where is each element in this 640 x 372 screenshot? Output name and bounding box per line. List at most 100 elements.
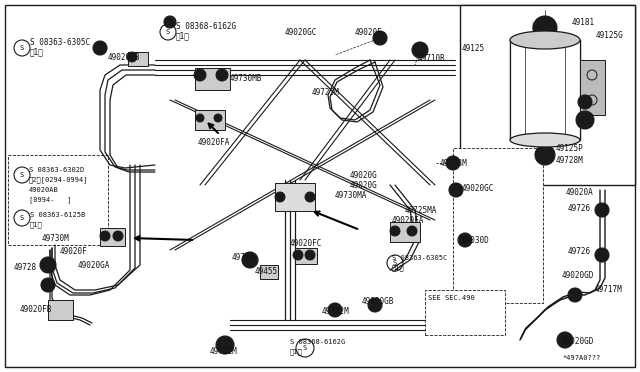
Circle shape bbox=[458, 233, 472, 247]
Bar bbox=[128, 52, 148, 66]
Text: 49181: 49181 bbox=[572, 17, 595, 26]
Text: S: S bbox=[20, 45, 24, 51]
Bar bbox=[275, 183, 315, 211]
Text: 49717M: 49717M bbox=[595, 285, 623, 295]
Text: S 08363-6302D: S 08363-6302D bbox=[29, 167, 84, 173]
Circle shape bbox=[328, 303, 342, 317]
Text: 49125G: 49125G bbox=[596, 31, 624, 39]
Circle shape bbox=[41, 278, 55, 292]
Text: 49730M: 49730M bbox=[42, 234, 70, 243]
Text: （1）: （1） bbox=[392, 265, 404, 271]
Text: *497A0???: *497A0??? bbox=[562, 355, 600, 361]
Text: 49725MA: 49725MA bbox=[405, 205, 437, 215]
Bar bbox=[195, 68, 230, 90]
Circle shape bbox=[373, 31, 387, 45]
Circle shape bbox=[113, 231, 123, 241]
Text: 49020F: 49020F bbox=[60, 247, 88, 257]
Circle shape bbox=[407, 226, 417, 236]
Text: S 08368-6162G: S 08368-6162G bbox=[290, 339, 345, 345]
Circle shape bbox=[390, 226, 400, 236]
Text: 49730MA: 49730MA bbox=[335, 190, 367, 199]
Text: 49020GC: 49020GC bbox=[462, 183, 494, 192]
Circle shape bbox=[275, 192, 285, 202]
Text: 49020FB: 49020FB bbox=[20, 305, 52, 314]
Text: 49020FA: 49020FA bbox=[392, 215, 424, 224]
Bar bbox=[453, 148, 543, 303]
Bar bbox=[8, 155, 108, 245]
Circle shape bbox=[412, 42, 428, 58]
Circle shape bbox=[535, 145, 555, 165]
Text: 49723M: 49723M bbox=[440, 158, 468, 167]
Circle shape bbox=[368, 298, 382, 312]
Bar bbox=[510, 40, 580, 140]
Circle shape bbox=[40, 257, 56, 273]
Circle shape bbox=[216, 336, 234, 354]
Text: 49020GB: 49020GB bbox=[362, 298, 394, 307]
Text: 49125: 49125 bbox=[462, 44, 485, 52]
Circle shape bbox=[595, 203, 609, 217]
Text: 49732M: 49732M bbox=[322, 308, 349, 317]
Circle shape bbox=[164, 16, 176, 28]
Text: 49726: 49726 bbox=[568, 203, 591, 212]
Text: 49020GC: 49020GC bbox=[285, 28, 317, 36]
Text: 49020G: 49020G bbox=[350, 180, 378, 189]
Text: 49020GA: 49020GA bbox=[78, 260, 110, 269]
Circle shape bbox=[214, 114, 222, 122]
Text: 49020A: 49020A bbox=[566, 187, 594, 196]
Text: 49020G: 49020G bbox=[350, 170, 378, 180]
Text: 49726: 49726 bbox=[568, 247, 591, 257]
Text: 49761: 49761 bbox=[232, 253, 255, 263]
Circle shape bbox=[446, 156, 460, 170]
Text: S: S bbox=[166, 29, 170, 35]
Ellipse shape bbox=[510, 31, 580, 49]
Text: 49455: 49455 bbox=[255, 267, 278, 276]
Text: 49730MB: 49730MB bbox=[230, 74, 262, 83]
Text: 49722M: 49722M bbox=[210, 347, 237, 356]
Text: 49020FC: 49020FC bbox=[290, 240, 323, 248]
Text: S: S bbox=[303, 345, 307, 351]
Text: 49728: 49728 bbox=[14, 263, 37, 273]
Ellipse shape bbox=[510, 133, 580, 147]
Bar bbox=[260, 265, 278, 279]
Circle shape bbox=[293, 250, 303, 260]
Text: S 08368-6162G: S 08368-6162G bbox=[176, 22, 236, 31]
Circle shape bbox=[576, 111, 594, 129]
Text: 49728M: 49728M bbox=[556, 155, 584, 164]
Text: S: S bbox=[20, 215, 24, 221]
Circle shape bbox=[242, 252, 258, 268]
Text: 49725M: 49725M bbox=[312, 87, 340, 96]
Bar bbox=[390, 222, 420, 242]
Text: 49020FA: 49020FA bbox=[198, 138, 230, 147]
Circle shape bbox=[216, 69, 228, 81]
Text: 49030D: 49030D bbox=[462, 235, 490, 244]
Bar bbox=[48, 300, 73, 320]
Circle shape bbox=[100, 231, 110, 241]
Text: 49710R: 49710R bbox=[418, 54, 445, 62]
Text: 49020AB: 49020AB bbox=[29, 187, 59, 193]
Circle shape bbox=[449, 183, 463, 197]
Circle shape bbox=[127, 52, 137, 62]
Text: 49020GD: 49020GD bbox=[562, 337, 595, 346]
Text: [0994-   ]: [0994- ] bbox=[29, 197, 72, 203]
Circle shape bbox=[578, 95, 592, 109]
Bar bbox=[295, 248, 317, 264]
Text: S 08363-6305C: S 08363-6305C bbox=[392, 255, 447, 261]
Circle shape bbox=[194, 69, 206, 81]
Text: S: S bbox=[20, 172, 24, 178]
Text: SEE SEC.490: SEE SEC.490 bbox=[428, 295, 475, 301]
Bar bbox=[460, 5, 635, 185]
Circle shape bbox=[568, 288, 582, 302]
Circle shape bbox=[557, 332, 573, 348]
Text: S 08363-6125B: S 08363-6125B bbox=[30, 212, 85, 218]
Text: （1）: （1） bbox=[30, 222, 43, 228]
Text: （1）: （1） bbox=[30, 48, 44, 57]
Text: 49020GD: 49020GD bbox=[562, 270, 595, 279]
Text: （1）: （1） bbox=[176, 32, 190, 41]
Bar bbox=[580, 60, 605, 115]
Circle shape bbox=[93, 41, 107, 55]
Circle shape bbox=[305, 192, 315, 202]
Text: 49020E: 49020E bbox=[355, 28, 383, 36]
Bar bbox=[425, 290, 505, 335]
Text: 49020GB: 49020GB bbox=[108, 52, 140, 61]
Bar bbox=[195, 110, 225, 130]
